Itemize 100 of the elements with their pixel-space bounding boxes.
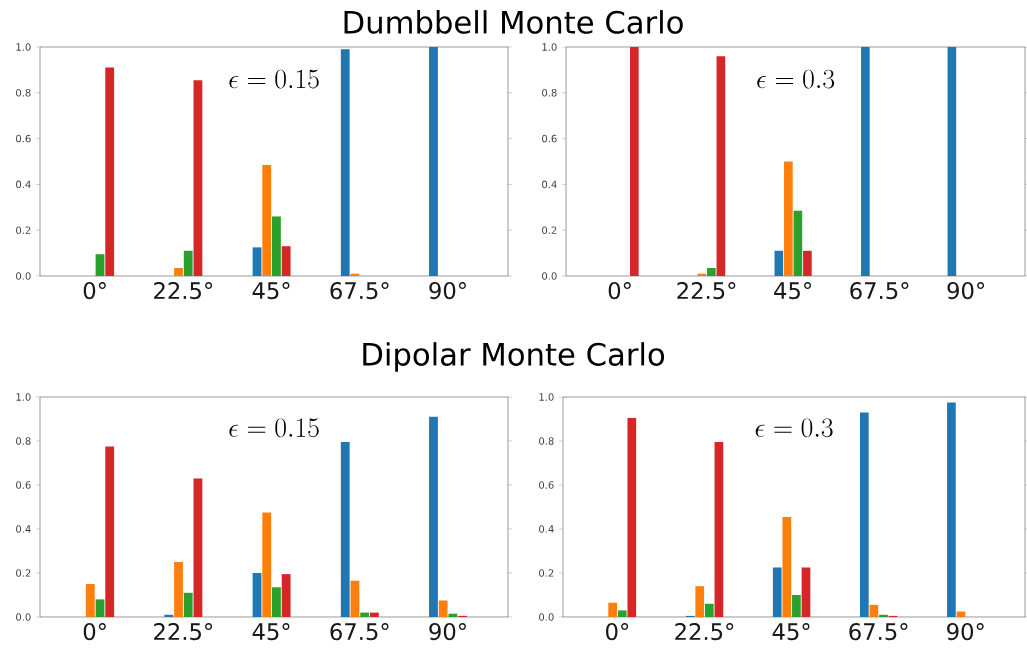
y-tick-label: 0.0 xyxy=(539,613,554,621)
bar xyxy=(350,580,360,617)
bar xyxy=(716,56,726,276)
bar xyxy=(861,46,870,276)
bar xyxy=(281,246,291,276)
bar xyxy=(956,611,966,617)
y-tick-label: 1.0 xyxy=(539,393,554,401)
x-tick-label: 67.5° xyxy=(849,623,908,641)
y-tick-label: 0.0 xyxy=(16,272,31,280)
bar xyxy=(859,412,869,617)
bar xyxy=(608,602,617,617)
bar xyxy=(174,561,183,617)
x-tick-label: 45° xyxy=(772,623,810,641)
x-tick-label: 90° xyxy=(429,623,466,641)
bar xyxy=(105,446,115,617)
bar xyxy=(879,614,888,617)
y-tick-label: 0.0 xyxy=(542,272,557,280)
bar xyxy=(360,612,370,617)
y-tick-label: 0.6 xyxy=(542,134,557,143)
bar xyxy=(252,247,262,276)
y-tick-label: 0.4 xyxy=(539,525,554,533)
x-tick-label: 0° xyxy=(606,623,629,641)
annotation: $\epsilon = 0.15$ xyxy=(229,418,319,438)
y-tick-label: 0.8 xyxy=(542,89,557,97)
x-tick-label: 22.5° xyxy=(677,282,736,300)
y-tick-label: 0.2 xyxy=(539,569,554,577)
y-tick-label: 0.8 xyxy=(16,437,31,445)
x-tick-label: 22.5° xyxy=(154,623,213,641)
bar xyxy=(793,210,803,276)
bar xyxy=(630,46,639,276)
bar xyxy=(193,80,203,276)
bar xyxy=(707,267,716,276)
y-tick-label: 1.0 xyxy=(16,393,31,401)
y-tick-label: 0.0 xyxy=(16,613,31,621)
bar xyxy=(252,572,262,617)
bar xyxy=(803,250,812,276)
bar xyxy=(792,594,801,617)
bar xyxy=(429,46,438,276)
annotation: $\epsilon = 0.3$ xyxy=(755,418,833,438)
y-tick-label: 0.4 xyxy=(16,180,31,189)
x-tick-label: 22.5° xyxy=(154,282,213,300)
bar xyxy=(695,586,705,617)
bar xyxy=(340,442,350,617)
y-tick-label: 0.8 xyxy=(16,89,31,97)
x-tick-label: 67.5° xyxy=(850,282,909,300)
bar xyxy=(869,604,879,617)
y-tick-label: 0.4 xyxy=(16,525,31,533)
bar xyxy=(272,587,281,617)
x-tick-label: 0° xyxy=(83,282,106,300)
bar xyxy=(369,612,379,617)
bar xyxy=(782,516,792,617)
x-tick-label: 90° xyxy=(947,282,985,300)
bar xyxy=(272,216,281,276)
y-tick-label: 0.2 xyxy=(16,569,31,577)
y-tick-label: 0.8 xyxy=(539,437,554,445)
bar xyxy=(262,164,272,276)
y-tick-label: 0.4 xyxy=(542,180,557,189)
bar xyxy=(85,583,95,617)
bar xyxy=(429,416,438,617)
bar xyxy=(281,574,291,617)
x-tick-label: 45° xyxy=(252,282,290,300)
x-tick-label: 22.5° xyxy=(675,623,734,641)
bar xyxy=(95,599,105,617)
chart-title: Dipolar Monte Carlo xyxy=(363,342,665,372)
y-tick-label: 0.6 xyxy=(16,134,31,143)
y-tick-label: 1.0 xyxy=(542,43,557,51)
bar xyxy=(262,512,272,617)
bar xyxy=(174,267,183,276)
bar xyxy=(774,250,784,276)
y-tick-label: 1.0 xyxy=(16,43,31,51)
chart-title: Dumbbell Monte Carlo xyxy=(344,10,683,34)
x-tick-label: 45° xyxy=(252,623,290,641)
x-tick-label: 45° xyxy=(774,282,812,300)
bar xyxy=(772,567,782,617)
bar xyxy=(438,600,448,617)
y-tick-label: 0.2 xyxy=(542,226,557,234)
bar xyxy=(784,161,793,276)
bar xyxy=(617,610,627,617)
bar xyxy=(947,402,956,617)
annotation: $\epsilon = 0.15$ xyxy=(229,69,319,89)
x-tick-label: 90° xyxy=(429,282,466,300)
bar xyxy=(714,442,724,617)
bar xyxy=(95,254,105,276)
bar xyxy=(183,250,193,276)
bar xyxy=(947,46,957,276)
bar xyxy=(105,67,115,276)
bar xyxy=(183,592,193,617)
x-tick-label: 0° xyxy=(608,282,631,300)
x-tick-label: 0° xyxy=(83,623,106,641)
bar xyxy=(164,614,174,617)
x-tick-label: 90° xyxy=(947,623,984,641)
bar xyxy=(193,478,203,617)
y-tick-label: 0.6 xyxy=(539,481,554,489)
bar xyxy=(448,613,458,617)
bar xyxy=(801,567,811,617)
x-tick-label: 67.5° xyxy=(330,623,389,641)
bar xyxy=(704,603,714,617)
y-tick-label: 0.6 xyxy=(16,481,31,489)
annotation: $\epsilon = 0.3$ xyxy=(757,69,835,89)
bar xyxy=(627,417,637,617)
